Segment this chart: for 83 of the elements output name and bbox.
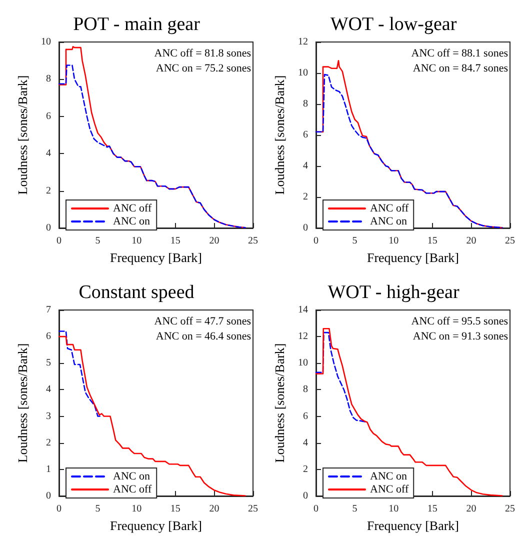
annotation: ANC off = 95.5 sones (411, 316, 508, 328)
y-axis-title: Loudness [sones/Bark] (15, 343, 30, 463)
annotation: ANC on = 46.4 sones (156, 330, 252, 342)
annotation: ANC on = 75.2 sones (156, 62, 252, 74)
y-tick-label: 8 (303, 384, 308, 396)
y-tick-label: 7 (46, 304, 51, 316)
y-tick-label: 6 (303, 130, 308, 140)
y-tick-label: 0 (46, 222, 51, 234)
y-tick-label: 10 (41, 36, 51, 48)
x-tick-label: 10 (388, 236, 399, 246)
x-tick-label: 15 (427, 236, 438, 246)
legend-label: ANC on (370, 470, 408, 482)
x-tick-label: 15 (170, 504, 180, 514)
y-tick-label: 6 (46, 331, 51, 342)
y-tick-label: 12 (298, 36, 308, 48)
x-tick-label: 5 (352, 504, 358, 514)
annotation: ANC on = 91.3 sones (412, 330, 508, 342)
legend-label: ANC on (113, 216, 150, 228)
y-tick-label: 0 (303, 222, 308, 234)
chart-title: Constant speed (78, 282, 195, 303)
x-tick-label: 20 (466, 236, 476, 246)
y-tick-label: 5 (46, 358, 51, 369)
y-tick-label: 4 (303, 160, 308, 172)
y-axis-title: Loudness [sones/Bark] (272, 343, 287, 463)
x-tick-label: 10 (132, 236, 142, 246)
chart-title: WOT - low-gear (330, 14, 458, 35)
y-tick-label: 0 (303, 490, 308, 502)
x-tick-label: 10 (132, 504, 142, 514)
chart-title: POT - main gear (73, 14, 201, 35)
annotation: ANC on = 84.7 sones (412, 62, 508, 74)
x-axis-title: Frequency [Bark] (366, 518, 460, 533)
y-axis-title: Loudness [sones/Bark] (15, 75, 30, 195)
y-tick-label: 2 (303, 464, 308, 475)
y-tick-label: 0 (46, 490, 51, 502)
x-tick-label: 25 (248, 504, 258, 514)
x-tick-label: 5 (95, 504, 100, 514)
y-tick-label: 4 (303, 437, 308, 448)
x-tick-label: 25 (505, 236, 515, 246)
legend-label: ANC off (370, 202, 409, 214)
y-tick-label: 12 (298, 331, 308, 342)
x-tick-label: 5 (352, 236, 358, 246)
annotation: ANC off = 88.1 sones (411, 48, 508, 60)
x-tick-label: 15 (427, 504, 438, 514)
y-tick-label: 2 (303, 192, 308, 202)
x-tick-label: 0 (314, 236, 318, 246)
x-tick-label: 25 (505, 504, 515, 514)
x-tick-label: 0 (56, 504, 62, 514)
legend-label: ANC off (113, 484, 152, 496)
legend-label: ANC off (370, 484, 409, 496)
x-tick-label: 20 (466, 504, 476, 514)
legend-label: ANC off (113, 202, 152, 214)
x-tick-label: 20 (209, 504, 220, 514)
x-tick-label: 10 (388, 504, 399, 514)
y-tick-label: 10 (298, 68, 308, 78)
legend-label: ANC on (113, 470, 150, 482)
y-tick-label: 2 (46, 437, 51, 448)
line-series (315, 332, 368, 423)
annotation: ANC off = 81.8 sones (154, 48, 251, 60)
y-tick-label: 3 (46, 410, 51, 422)
x-axis-title: Frequency [Bark] (110, 250, 202, 265)
x-tick-label: 0 (56, 236, 62, 246)
x-tick-label: 15 (170, 236, 180, 246)
x-tick-label: 20 (209, 236, 220, 246)
x-axis-title: Frequency [Bark] (366, 250, 460, 265)
y-tick-label: 10 (298, 358, 308, 369)
y-tick-label: 14 (298, 304, 308, 316)
x-axis-title: Frequency [Bark] (110, 518, 202, 533)
y-tick-label: 6 (46, 110, 51, 122)
x-tick-label: 25 (248, 236, 258, 246)
y-tick-label: 4 (46, 148, 51, 160)
chart-title: WOT - high-gear (328, 282, 460, 303)
y-tick-label: 8 (303, 98, 308, 110)
x-tick-label: 5 (95, 236, 100, 246)
y-tick-label: 2 (46, 185, 51, 196)
y-axis-title: Loudness [sones/Bark] (272, 75, 287, 195)
x-tick-label: 0 (314, 504, 318, 514)
y-tick-label: 1 (46, 464, 51, 475)
y-tick-label: 8 (46, 74, 51, 85)
line-series (58, 330, 101, 417)
y-tick-label: 4 (46, 384, 51, 396)
y-tick-label: 6 (303, 410, 308, 422)
legend-label: ANC on (370, 216, 408, 228)
annotation: ANC off = 47.7 sones (154, 316, 251, 328)
